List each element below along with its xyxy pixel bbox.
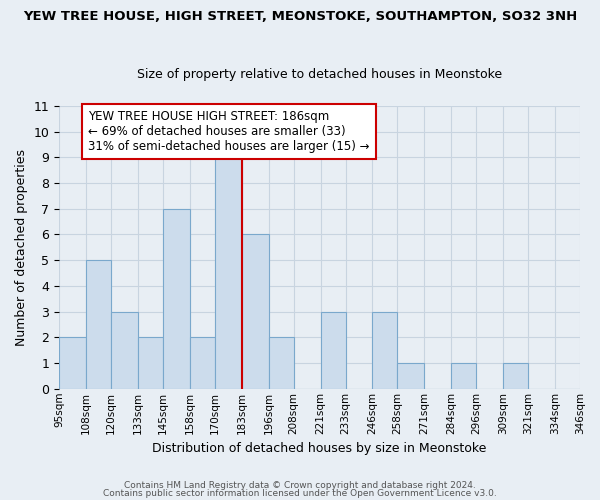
Bar [163,208,190,389]
Bar [190,338,215,389]
Bar [503,363,528,389]
Bar [397,363,424,389]
Bar [451,363,476,389]
Text: Contains HM Land Registry data © Crown copyright and database right 2024.: Contains HM Land Registry data © Crown c… [124,481,476,490]
Bar [86,260,111,389]
Y-axis label: Number of detached properties: Number of detached properties [15,149,28,346]
Title: Size of property relative to detached houses in Meonstoke: Size of property relative to detached ho… [137,68,502,81]
Bar [215,157,242,389]
Text: YEW TREE HOUSE, HIGH STREET, MEONSTOKE, SOUTHAMPTON, SO32 3NH: YEW TREE HOUSE, HIGH STREET, MEONSTOKE, … [23,10,577,23]
Bar [320,312,346,389]
Bar [111,312,138,389]
Bar [59,338,86,389]
Text: YEW TREE HOUSE HIGH STREET: 186sqm
← 69% of detached houses are smaller (33)
31%: YEW TREE HOUSE HIGH STREET: 186sqm ← 69%… [88,110,370,152]
X-axis label: Distribution of detached houses by size in Meonstoke: Distribution of detached houses by size … [152,442,487,455]
Bar [242,234,269,389]
Bar [269,338,293,389]
Bar [373,312,397,389]
Text: Contains public sector information licensed under the Open Government Licence v3: Contains public sector information licen… [103,488,497,498]
Bar [138,338,163,389]
